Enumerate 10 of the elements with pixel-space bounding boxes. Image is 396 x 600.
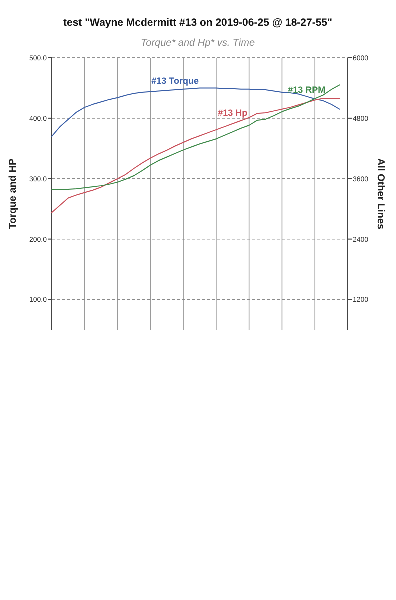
y2-axis-title: All Other Lines [375,158,386,230]
line-series [52,98,340,214]
series-label: #13 Hp [218,108,248,118]
line-series [52,88,340,138]
series-label: #13 Torque [152,76,200,86]
y-axis-title: Torque and HP [8,158,19,230]
chart-subtitle: Torque* and Hp* vs. Time [140,38,256,49]
series-label: #13 RPM [288,84,326,95]
line-series [52,84,340,190]
chart-title: test "Wayne Mcdermitt #13 on 2019-06-25 @ 18-27-55" [63,17,333,29]
